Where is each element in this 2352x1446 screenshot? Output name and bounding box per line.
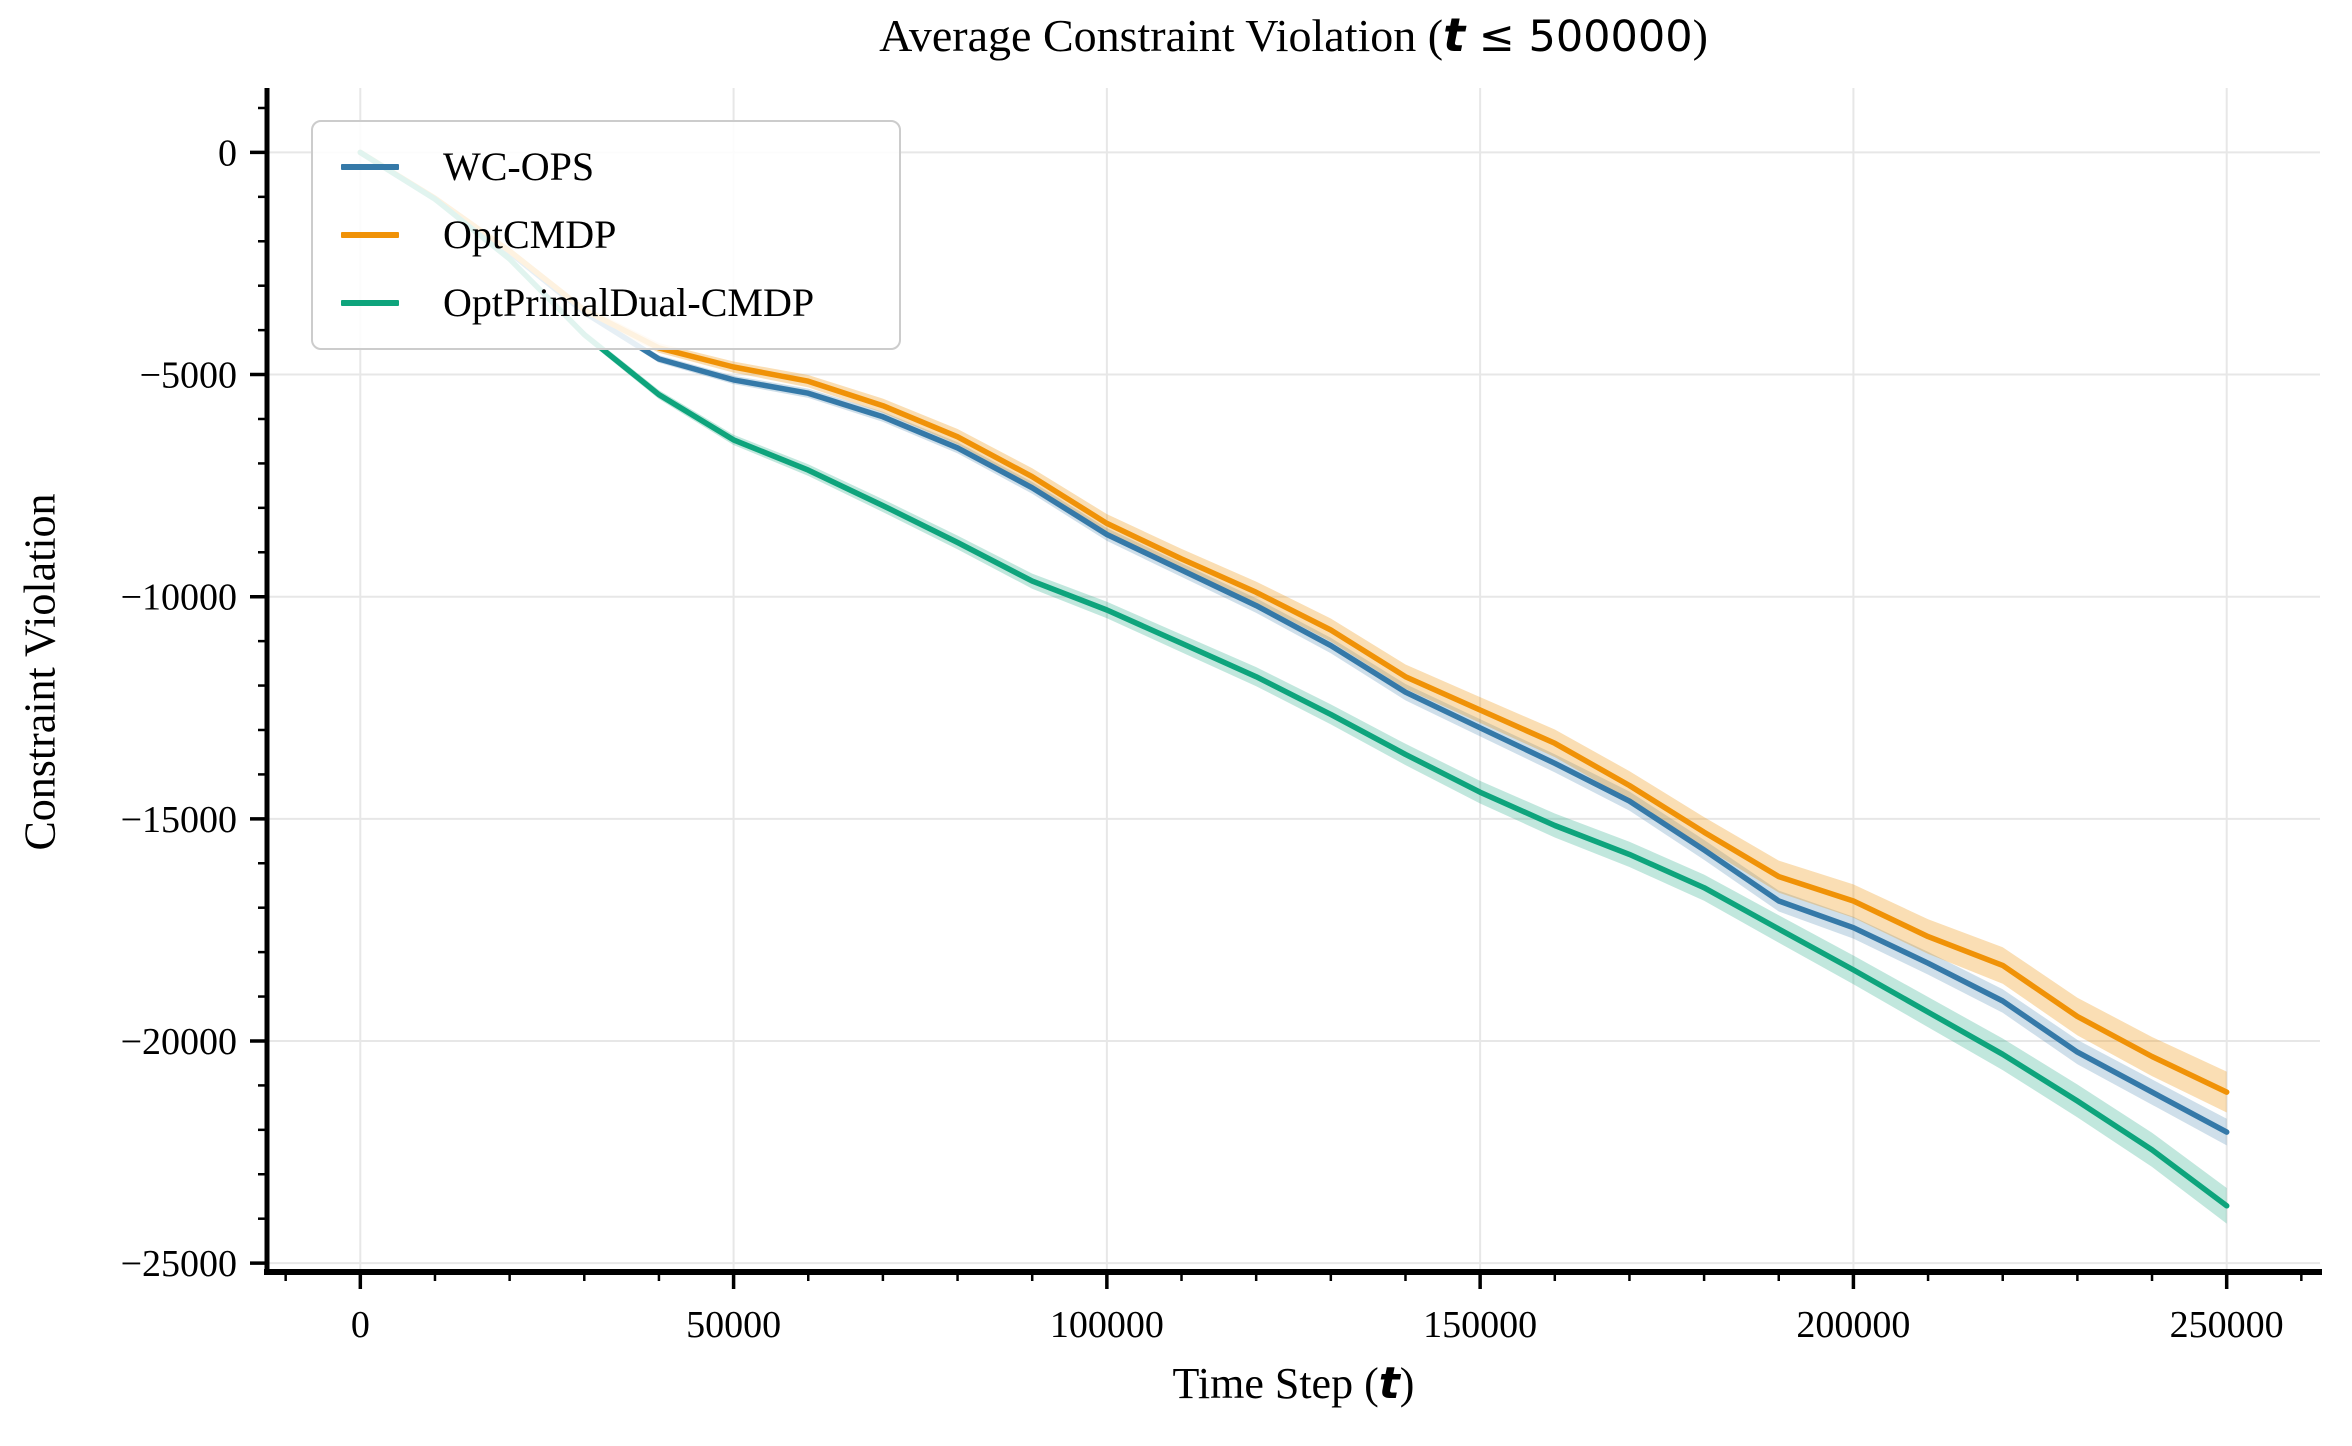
title-math-condition: ≤ 500000 xyxy=(1465,12,1693,62)
legend-item-optprimaldual-cmdp: OptPrimalDual-CMDP xyxy=(341,278,871,328)
x-tick-label: 0 xyxy=(351,1304,370,1346)
y-tick-label: 0 xyxy=(218,132,237,174)
x-tick-label: 100000 xyxy=(1050,1304,1164,1346)
y-tick-label: −5000 xyxy=(140,355,237,397)
legend-line-swatch-orange xyxy=(341,232,399,238)
legend-label: OptCMDP xyxy=(443,212,617,257)
x-tick-label: 250000 xyxy=(2170,1304,2284,1346)
title-text: Average Constraint Violation ( xyxy=(879,10,1444,61)
x-tick-label: 200000 xyxy=(1796,1304,1910,1346)
legend-label: WC-OPS xyxy=(443,144,595,189)
y-tick-label: −25000 xyxy=(121,1243,237,1285)
x-axis-label: Time Step (t) xyxy=(267,1358,2320,1409)
y-tick-label: −15000 xyxy=(121,799,237,841)
title-math-var: t xyxy=(1443,8,1466,62)
x-axis-label-suffix: ) xyxy=(1399,1359,1415,1408)
x-axis-label-text: Time Step ( xyxy=(1172,1359,1379,1408)
y-axis-label: Constraint Violation xyxy=(15,493,65,851)
x-axis-label-math-var: t xyxy=(1378,1358,1400,1409)
confidence-band-OptPrimalDual-CMDP xyxy=(360,150,2227,1224)
x-tick-label: 50000 xyxy=(686,1304,781,1346)
chart-legend: WC-OPS OptCMDP OptPrimalDual-CMDP xyxy=(311,120,901,350)
y-tick-label: −10000 xyxy=(121,577,237,619)
series-line-OptPrimalDual-CMDP xyxy=(357,149,2230,1209)
series-line-WC-OPS xyxy=(357,149,2230,1135)
legend-line-swatch-green xyxy=(341,300,399,306)
y-tick-label: −20000 xyxy=(121,1021,237,1063)
legend-item-optcmdp: OptCMDP xyxy=(341,210,871,260)
confidence-band-OptCMDP xyxy=(360,150,2227,1113)
chart-title: Average Constraint Violation (t ≤ 500000… xyxy=(267,8,2320,64)
legend-label: OptPrimalDual-CMDP xyxy=(443,280,815,325)
title-suffix: ) xyxy=(1692,10,1708,61)
x-tick-label: 150000 xyxy=(1423,1304,1537,1346)
legend-line-swatch-blue xyxy=(341,164,399,170)
series-line-OptCMDP xyxy=(357,149,2230,1095)
legend-item-wc-ops: WC-OPS xyxy=(341,142,871,192)
